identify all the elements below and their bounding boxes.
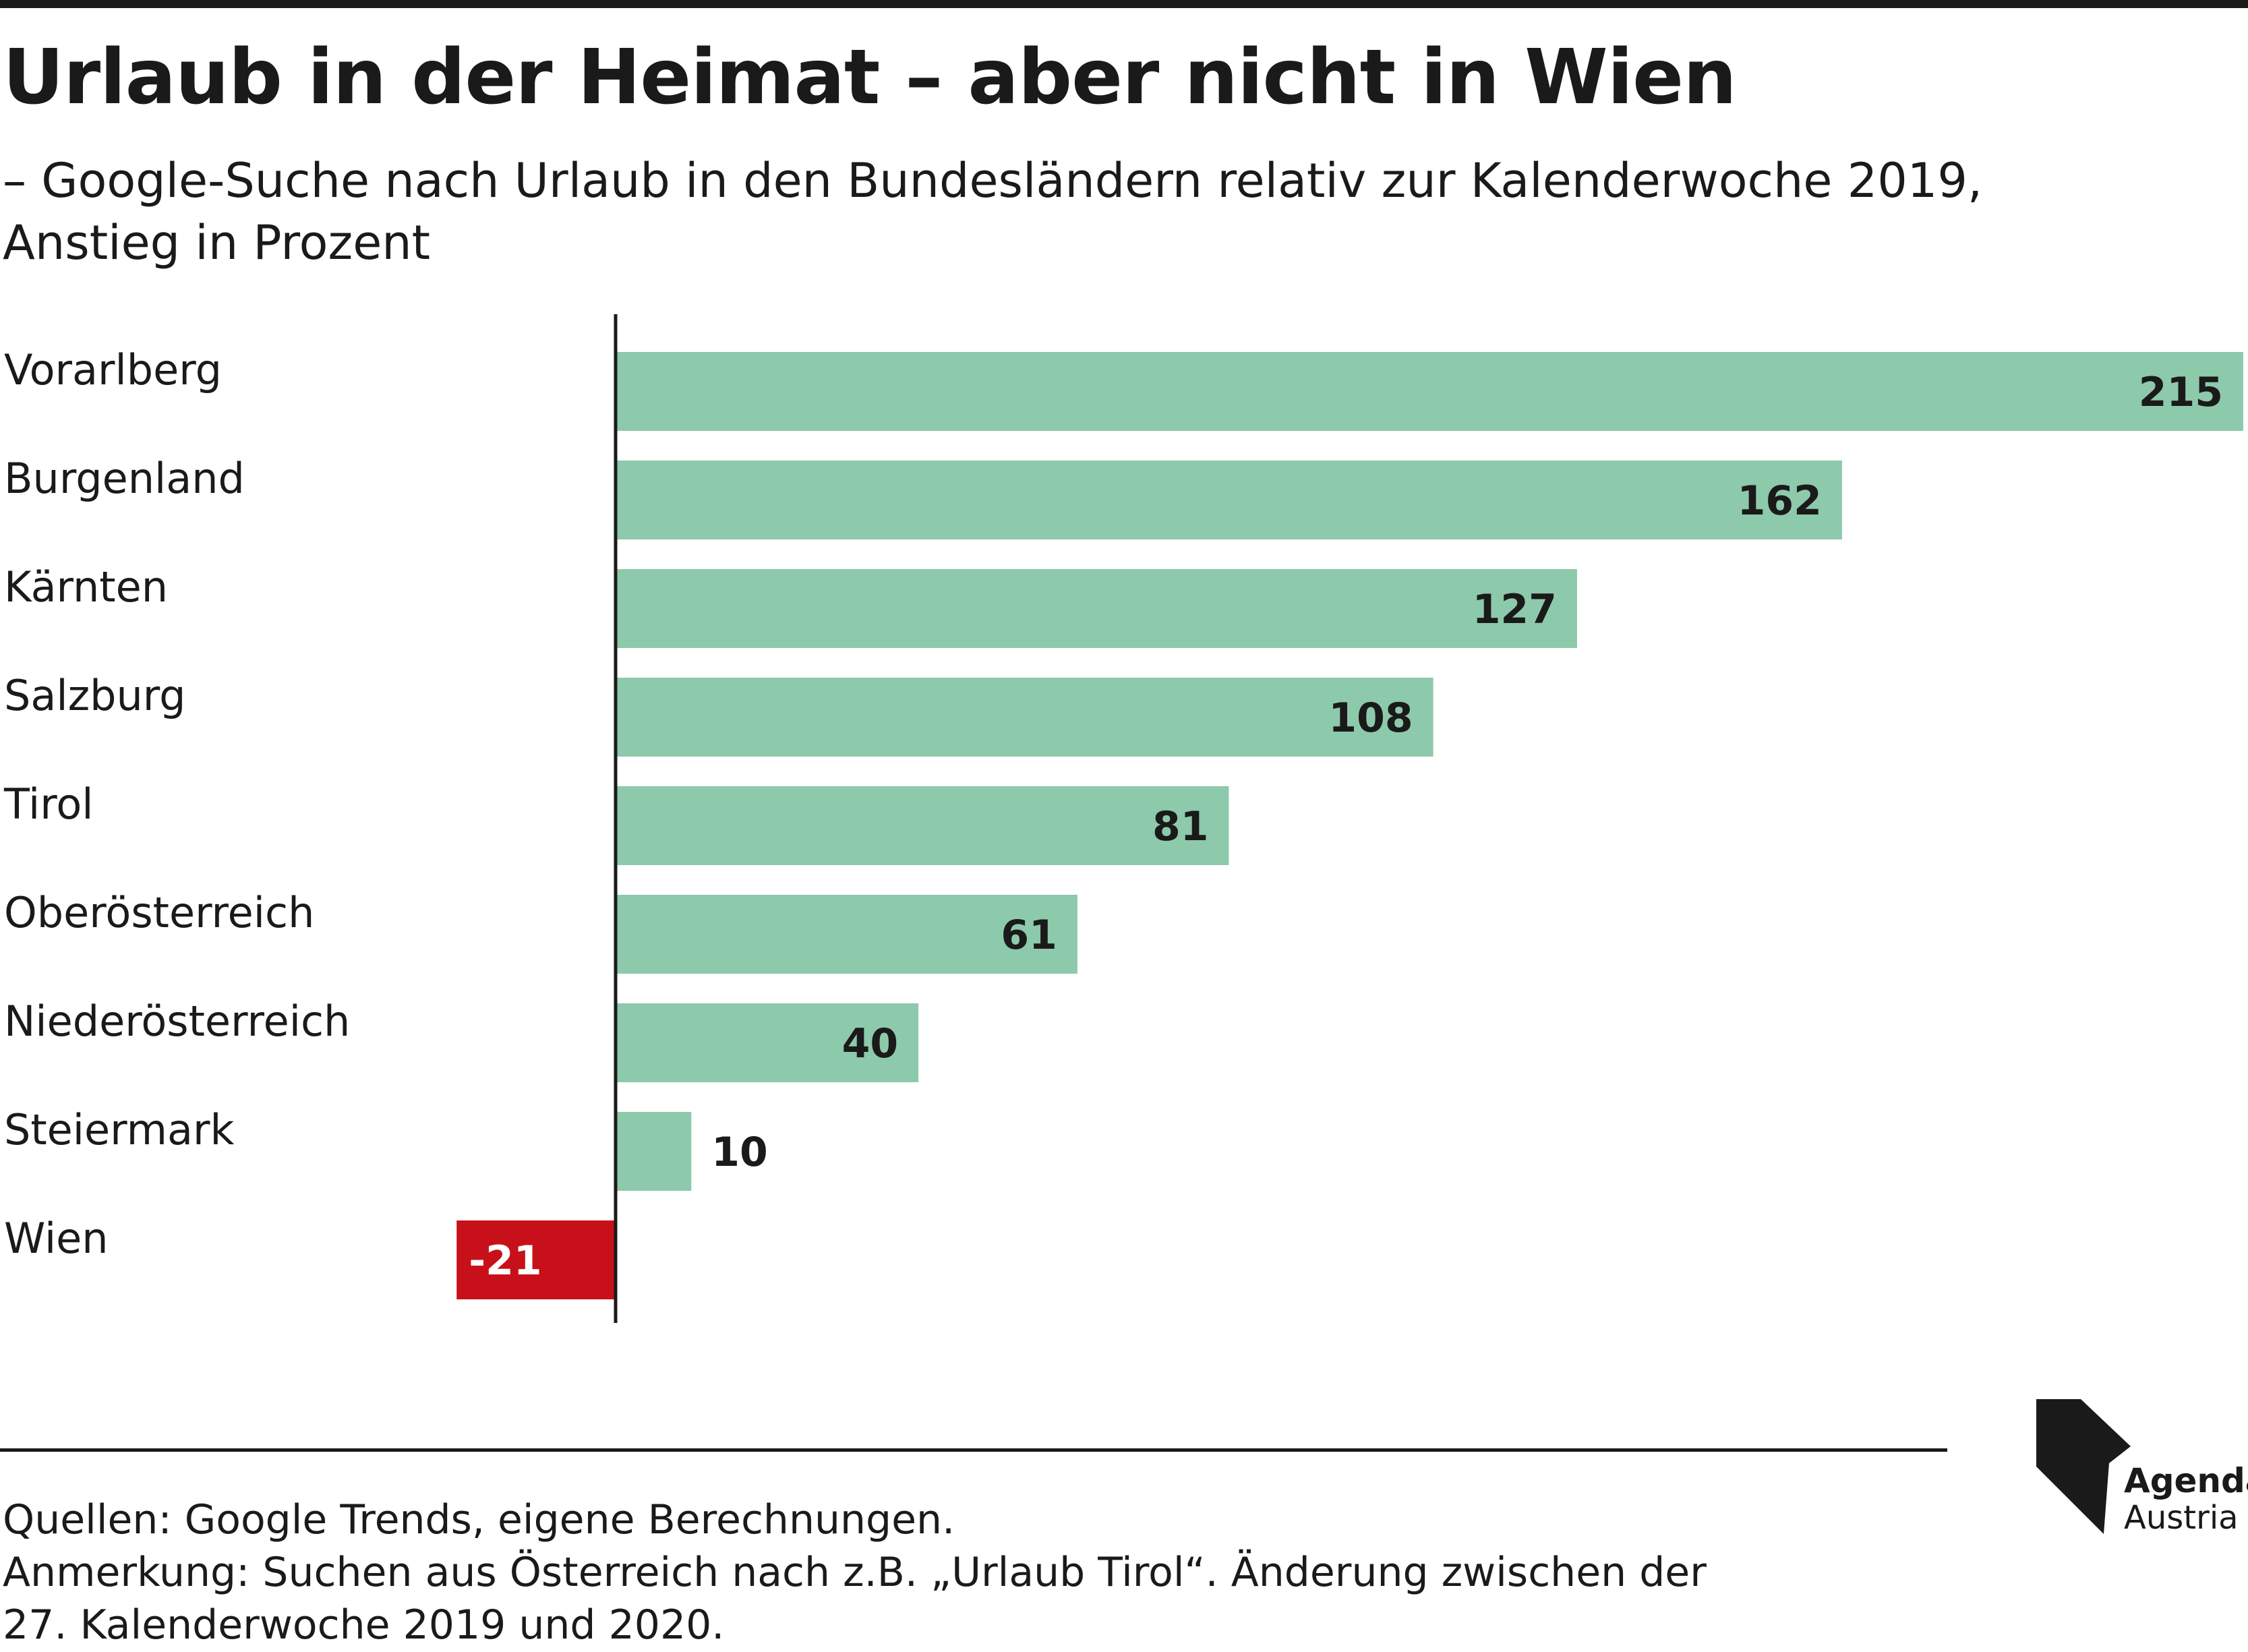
- value-label: 61: [1001, 912, 1057, 959]
- bar-burgenland: [616, 461, 1842, 539]
- value-label: -21: [469, 1237, 541, 1285]
- source-note: Quellen: Google Trends, eigene Berechnun…: [3, 1496, 955, 1543]
- category-label: Vorarlberg: [4, 345, 222, 394]
- value-label: 40: [842, 1020, 899, 1067]
- agenda-austria-logo-icon: [2036, 1399, 2131, 1534]
- agenda-austria-logo: Agenda Austria: [2036, 1399, 2248, 1547]
- logo-text-agenda: Agenda: [2124, 1461, 2248, 1500]
- bar-niederösterreich: [616, 1003, 919, 1082]
- value-label: 162: [1738, 477, 1822, 525]
- chart-subtitle: – Google-Suche nach Urlaub in den Bundes…: [3, 150, 2160, 274]
- category-label: Tirol: [3, 779, 93, 829]
- remark-line-2: 27. Kalenderwoche 2019 und 2020.: [3, 1601, 725, 1649]
- bar-oberösterreich: [616, 895, 1077, 974]
- category-label: Salzburg: [4, 671, 186, 720]
- footer-rule: [0, 1448, 1947, 1452]
- bar-tirol: [616, 786, 1229, 865]
- bar-vorarlberg: [616, 352, 2243, 431]
- bar-kärnten: [616, 569, 1577, 648]
- bar-wien: [456, 1220, 616, 1299]
- value-label: 127: [1473, 586, 1557, 633]
- category-label: Wien: [4, 1214, 109, 1263]
- bar-salzburg: [616, 678, 1433, 757]
- value-label: 10: [711, 1129, 768, 1176]
- category-label: Oberösterreich: [4, 888, 314, 937]
- bar-steiermark: [616, 1112, 692, 1191]
- value-label: 108: [1328, 695, 1413, 742]
- chart-subtitle-line-2: Anstieg in Prozent: [3, 215, 431, 270]
- category-label: Kärnten: [4, 562, 168, 612]
- category-label: Burgenland: [4, 454, 245, 503]
- top-rule: [0, 0, 2248, 8]
- remark-line-1: Anmerkung: Suchen aus Österreich nach z.…: [3, 1549, 1707, 1596]
- logo-text-austria: Austria: [2124, 1499, 2239, 1537]
- bar-chart: Vorarlberg 215 Burgenland 162 Kärnten 127 Salz…: [3, 314, 2243, 1323]
- chart-title: Urlaub in der Heimat – aber nicht in Wie…: [3, 34, 1737, 121]
- footer: Quellen: Google Trends, eigene Berechnun…: [3, 1494, 1891, 1651]
- value-label: 81: [1152, 803, 1209, 850]
- category-label: Niederösterreich: [4, 997, 350, 1046]
- chart-subtitle-line-1: – Google-Suche nach Urlaub in den Bundes…: [3, 153, 1983, 208]
- category-label: Steiermark: [4, 1105, 234, 1154]
- value-label: 215: [2139, 369, 2223, 416]
